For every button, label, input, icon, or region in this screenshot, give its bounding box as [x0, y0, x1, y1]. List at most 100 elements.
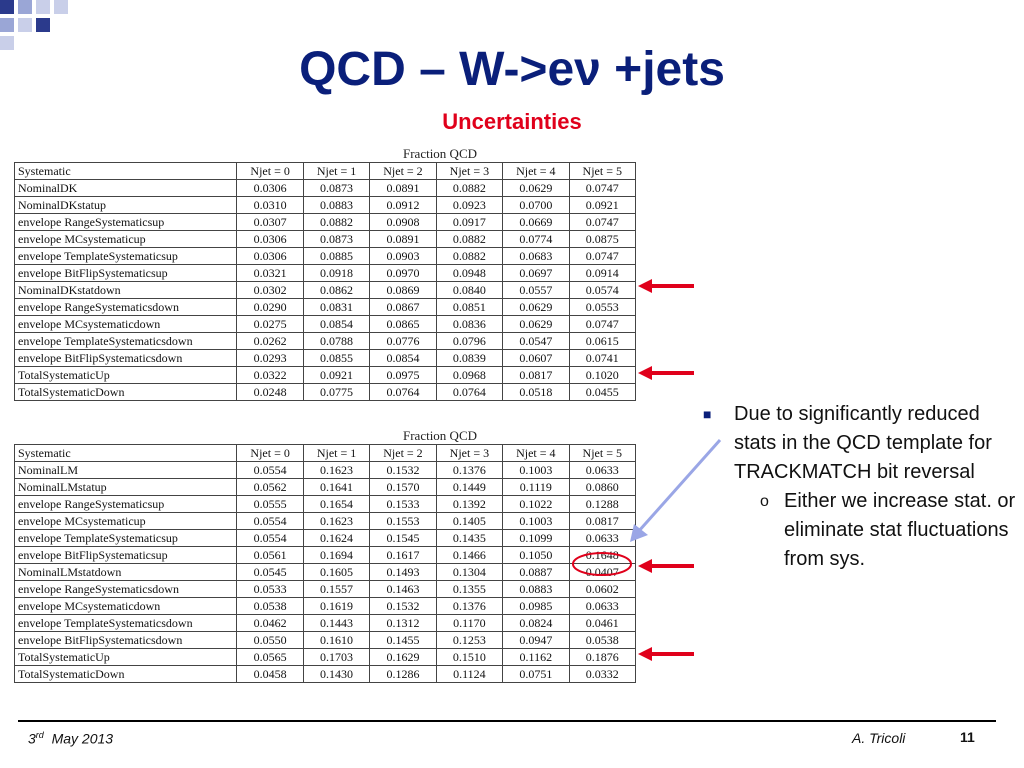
fraction-cell: 0.0947 [502, 631, 570, 649]
column-header: Njet = 0 [236, 162, 304, 180]
fraction-cell: 0.0683 [502, 247, 570, 265]
fraction-cell: 0.0776 [369, 332, 437, 350]
slide-subtitle: Uncertainties [442, 109, 582, 134]
systematic-name-cell: envelope MCsystematicdown [13, 315, 238, 333]
fraction-cell: 0.0275 [236, 315, 304, 333]
fraction-cell: 0.1443 [302, 614, 371, 632]
systematic-name-cell: envelope BitFlipSystematicsup [13, 264, 238, 282]
column-header: Njet = 1 [302, 444, 371, 462]
fraction-cell: 0.0545 [236, 563, 304, 581]
logo-square [18, 0, 32, 14]
fraction-cell: 0.1020 [568, 366, 637, 384]
fraction-cell: 0.1455 [369, 631, 437, 649]
fraction-cell: 0.0629 [502, 315, 570, 333]
fraction-cell: 0.1510 [435, 648, 504, 666]
systematic-name-cell: TotalSystematicUp [13, 648, 238, 666]
table-header-row: Systematic Njet = 0 Njet = 1 Njet = 2 Njet =… [13, 444, 637, 462]
fraction-cell: 0.0788 [302, 332, 371, 350]
fraction-cell: 0.0306 [236, 230, 304, 248]
footer-divider [18, 720, 996, 722]
fraction-cell: 0.0565 [236, 648, 304, 666]
fraction-cell: 0.0322 [236, 366, 304, 384]
fraction-cell: 0.0554 [236, 529, 304, 547]
systematic-name-cell: NominalLM [13, 461, 238, 479]
fraction-cell: 0.0747 [568, 247, 637, 265]
fraction-cell: 0.1099 [502, 529, 570, 547]
fraction-cell: 0.1124 [435, 665, 504, 683]
table-row: NominalLM 0.0554 0.1623 0.1532 0.1376 0.1003 0… [13, 461, 637, 479]
logo-square [36, 0, 50, 14]
red-arrow-icon [638, 279, 694, 293]
table-row: envelope RangeSystematicsup 0.0307 0.0882 0… [13, 213, 637, 231]
fraction-cell: 0.0921 [568, 196, 637, 214]
systematic-name-cell: NominalLMstatup [13, 478, 238, 496]
slide-title: QCD – W->eν +jets [299, 43, 725, 96]
fraction-cell: 0.0764 [369, 383, 437, 401]
systematics-table-lm: Systematic Njet = 0 Njet = 1 Njet = 2 Njet =… [13, 444, 637, 683]
table-row: NominalLMstatup 0.0562 0.1641 0.1570 0.1449 0… [13, 478, 637, 496]
fraction-cell: 0.1629 [369, 648, 437, 666]
fraction-cell: 0.0747 [568, 213, 637, 231]
fraction-cell: 0.1162 [502, 648, 570, 666]
column-header: Systematic [13, 162, 238, 180]
systematic-name-cell: NominalDKstatdown [13, 281, 238, 299]
fraction-cell: 0.0538 [568, 631, 637, 649]
square-bullet-icon: ■ [703, 406, 712, 422]
fraction-cell: 0.1623 [302, 461, 371, 479]
fraction-cell: 0.0867 [369, 298, 437, 316]
fraction-cell: 0.0262 [236, 332, 304, 350]
table-row: envelope MCsystematicup 0.0554 0.1623 0.155… [13, 512, 637, 530]
fraction-cell: 0.1170 [435, 614, 504, 632]
fraction-cell: 0.0882 [302, 213, 371, 231]
fraction-cell: 0.0831 [302, 298, 371, 316]
fraction-cell: 0.0547 [502, 332, 570, 350]
systematic-name-cell: TotalSystematicDown [13, 383, 238, 401]
systematic-name-cell: envelope BitFlipSystematicsdown [13, 631, 238, 649]
systematic-name-cell: envelope RangeSystematicsdown [13, 298, 238, 316]
fraction-cell: 0.1533 [369, 495, 437, 513]
fraction-cell: 0.0554 [236, 512, 304, 530]
table-row: envelope BitFlipSystematicsdown 0.0293 0.0… [13, 349, 637, 367]
fraction-cell: 0.0669 [502, 213, 570, 231]
fraction-cell: 0.0891 [369, 179, 437, 197]
table-header-row: Systematic Njet = 0 Njet = 1 Njet = 2 Njet =… [13, 162, 637, 180]
fraction-cell: 0.0883 [302, 196, 371, 214]
table-row: envelope TemplateSystematicsdown 0.0262 0.… [13, 332, 637, 350]
fraction-cell: 0.1557 [302, 580, 371, 598]
systematic-name-cell: envelope MCsystematicup [13, 512, 238, 530]
column-header: Njet = 3 [435, 444, 504, 462]
fraction-cell: 0.1610 [302, 631, 371, 649]
fraction-cell: 0.0533 [236, 580, 304, 598]
fraction-cell: 0.0854 [369, 349, 437, 367]
fraction-cell: 0.0557 [502, 281, 570, 299]
fraction-cell: 0.0307 [236, 213, 304, 231]
fraction-cell: 0.1253 [435, 631, 504, 649]
fraction-cell: 0.0290 [236, 298, 304, 316]
fraction-cell: 0.1376 [435, 597, 504, 615]
fraction-cell: 0.0700 [502, 196, 570, 214]
systematic-name-cell: NominalLMstatdown [13, 563, 238, 581]
fraction-cell: 0.0854 [302, 315, 371, 333]
fraction-cell: 0.0865 [369, 315, 437, 333]
fraction-cell: 0.0538 [236, 597, 304, 615]
fraction-cell: 0.0553 [568, 298, 637, 316]
fraction-cell: 0.0891 [369, 230, 437, 248]
fraction-cell: 0.0917 [435, 213, 504, 231]
fraction-cell: 0.0332 [568, 665, 637, 683]
column-header: Njet = 4 [502, 444, 570, 462]
fraction-cell: 0.1405 [435, 512, 504, 530]
fraction-cell: 0.1392 [435, 495, 504, 513]
fraction-cell: 0.0882 [435, 247, 504, 265]
fraction-cell: 0.0310 [236, 196, 304, 214]
fraction-cell: 0.0602 [568, 580, 637, 598]
table-row: envelope BitFlipSystematicsup 0.0561 0.169… [13, 546, 637, 564]
fraction-cell: 0.1463 [369, 580, 437, 598]
fraction-cell: 0.0855 [302, 349, 371, 367]
bullet-item: ■ Due to significantly reduced stats in … [700, 400, 1024, 487]
fraction-cell: 0.1003 [502, 461, 570, 479]
table-row: envelope BitFlipSystematicsdown 0.0550 0.1… [13, 631, 637, 649]
fraction-cell: 0.0747 [568, 315, 637, 333]
fraction-cell: 0.0882 [435, 179, 504, 197]
